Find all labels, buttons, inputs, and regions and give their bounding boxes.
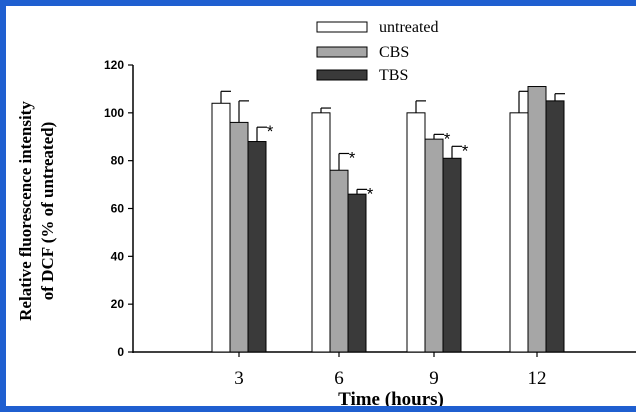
bar-cbs — [424, 138, 444, 353]
significance-marker: * — [267, 122, 274, 141]
y-axis-title-line-1: Relative fluorescence intensity — [16, 101, 35, 321]
significance-marker: * — [462, 141, 469, 160]
y-tick-label: 120 — [104, 58, 124, 72]
significance-marker: * — [367, 184, 374, 203]
y-axis-title-line-2: of DCF (% of untreated) — [38, 122, 57, 300]
bar-untreated — [509, 112, 529, 353]
x-tick-label: 6 — [334, 368, 344, 389]
x-tick-label: 9 — [429, 368, 439, 389]
x-axis-title: Time (hours) — [338, 389, 444, 406]
legend-label-tbs: TBS — [379, 67, 408, 84]
bar-cbs — [229, 121, 249, 353]
y-tick-label: 0 — [117, 345, 124, 359]
bar-cbs — [527, 86, 547, 353]
bar-untreated — [211, 102, 231, 353]
x-tick-label: 12 — [528, 368, 547, 389]
y-tick-label: 100 — [104, 106, 124, 120]
bar-untreated — [406, 112, 426, 353]
y-tick-label: 60 — [111, 202, 125, 216]
legend-label-cbs: CBS — [379, 44, 409, 61]
bars: * * * * * — [211, 86, 565, 353]
bar-tbs — [347, 193, 367, 353]
bar-tbs — [545, 100, 565, 353]
y-tick-label: 20 — [111, 297, 125, 311]
labels: Relative fluorescence intensity of DCF (… — [16, 101, 444, 406]
legend: untreated CBS TBS — [316, 19, 439, 84]
legend-swatch-untreated — [316, 21, 368, 33]
bar-tbs — [442, 157, 462, 353]
legend-swatch-cbs — [316, 46, 368, 58]
y-tick-label: 40 — [111, 249, 125, 263]
legend-swatch-tbs — [316, 69, 368, 81]
legend-label-untreated: untreated — [379, 19, 439, 36]
axes: 0 20 40 60 80 100 120 3 6 9 12 — [104, 58, 636, 389]
significance-marker: * — [349, 148, 356, 167]
bar-untreated — [311, 112, 331, 353]
x-tick-label: 3 — [234, 368, 244, 389]
significance-marker: * — [444, 129, 451, 148]
bar-cbs — [329, 169, 349, 353]
bar-tbs — [247, 141, 267, 353]
bar-chart: 0 20 40 60 80 100 120 3 6 9 12 * * * * * Relative fluo… — [16, 19, 636, 406]
y-tick-label: 80 — [111, 154, 125, 168]
